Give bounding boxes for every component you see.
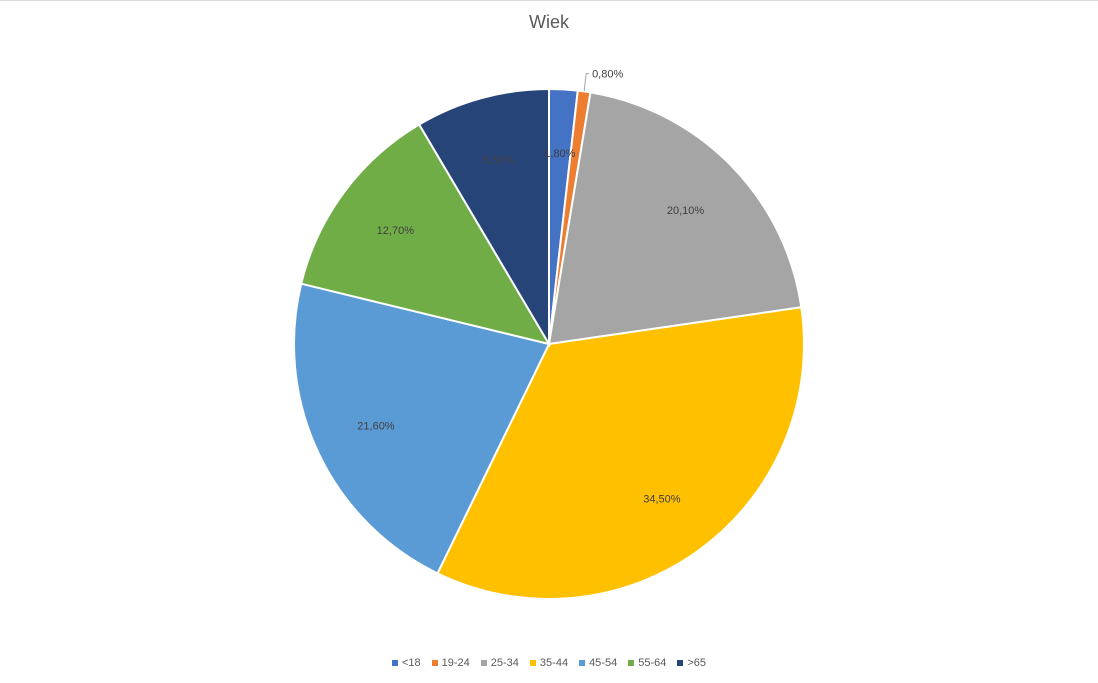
legend-label: 25-34 [490, 657, 519, 669]
pie-slice-6 [300, 123, 552, 346]
legend-label: 19-24 [441, 657, 470, 669]
legend-swatch [579, 660, 586, 666]
legend-swatch [529, 660, 536, 666]
legend-item-5: 45-54 [579, 657, 617, 669]
legend-swatch [677, 660, 684, 666]
legend-label: >65 [687, 657, 707, 669]
pie-slice-3 [547, 91, 803, 346]
legend-swatch [480, 660, 487, 666]
legend-item-7: >65 [677, 657, 706, 669]
legend-item-1: <18 [391, 657, 421, 669]
pie-slice-4 [436, 306, 805, 600]
pie-slice-5 [293, 282, 551, 575]
legend-swatch [431, 660, 438, 666]
data-label-2: 0,80% [592, 69, 623, 81]
legend-item-4: 35-44 [529, 657, 569, 669]
pie-slice-7 [417, 87, 550, 348]
data-label-1: 1,80% [544, 148, 575, 160]
legend-swatch [391, 660, 398, 666]
leader-line [583, 73, 590, 92]
data-label-3: 20,10% [667, 205, 705, 217]
data-label-7: 8,50% [483, 155, 514, 167]
chart-title: Wiek [529, 12, 569, 32]
legend-label: <18 [401, 657, 421, 669]
legend-item-2: 19-24 [431, 657, 470, 669]
legend: <18 19-24 25-34 35-44 45-54 55-64 >65 [0, 657, 1098, 669]
legend-swatch [628, 660, 635, 666]
data-label-6: 12,70% [377, 225, 415, 237]
legend-item-6: 55-64 [628, 657, 666, 669]
data-label-5: 21,60% [357, 420, 395, 432]
legend-label: 45-54 [589, 657, 618, 669]
legend-label: 35-44 [539, 657, 569, 669]
legend-item-3: 25-34 [480, 657, 519, 669]
legend-label: 55-64 [638, 657, 667, 669]
data-label-4: 34,50% [643, 493, 681, 505]
